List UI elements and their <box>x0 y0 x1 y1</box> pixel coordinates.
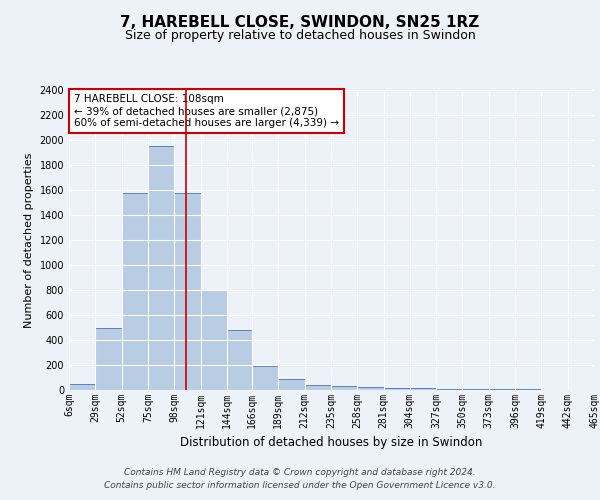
Text: 7, HAREBELL CLOSE, SWINDON, SN25 1RZ: 7, HAREBELL CLOSE, SWINDON, SN25 1RZ <box>121 15 479 30</box>
Bar <box>174 192 200 390</box>
Text: 7 HAREBELL CLOSE: 108sqm
← 39% of detached houses are smaller (2,875)
60% of sem: 7 HAREBELL CLOSE: 108sqm ← 39% of detach… <box>74 94 339 128</box>
Bar <box>148 146 174 390</box>
Bar <box>383 388 410 390</box>
Bar <box>200 290 227 390</box>
Bar <box>436 389 463 390</box>
Bar <box>410 388 436 390</box>
Bar <box>331 386 357 390</box>
Text: Contains public sector information licensed under the Open Government Licence v3: Contains public sector information licen… <box>104 480 496 490</box>
X-axis label: Distribution of detached houses by size in Swindon: Distribution of detached houses by size … <box>181 436 482 450</box>
Bar <box>357 387 383 390</box>
Bar <box>278 379 305 390</box>
Text: Size of property relative to detached houses in Swindon: Size of property relative to detached ho… <box>125 28 475 42</box>
Y-axis label: Number of detached properties: Number of detached properties <box>24 152 34 328</box>
Text: Contains HM Land Registry data © Crown copyright and database right 2024.: Contains HM Land Registry data © Crown c… <box>124 468 476 477</box>
Bar <box>227 330 252 390</box>
Bar <box>305 385 331 390</box>
Bar <box>95 328 122 390</box>
Bar <box>252 366 278 390</box>
Bar <box>122 192 148 390</box>
Bar <box>69 384 95 390</box>
